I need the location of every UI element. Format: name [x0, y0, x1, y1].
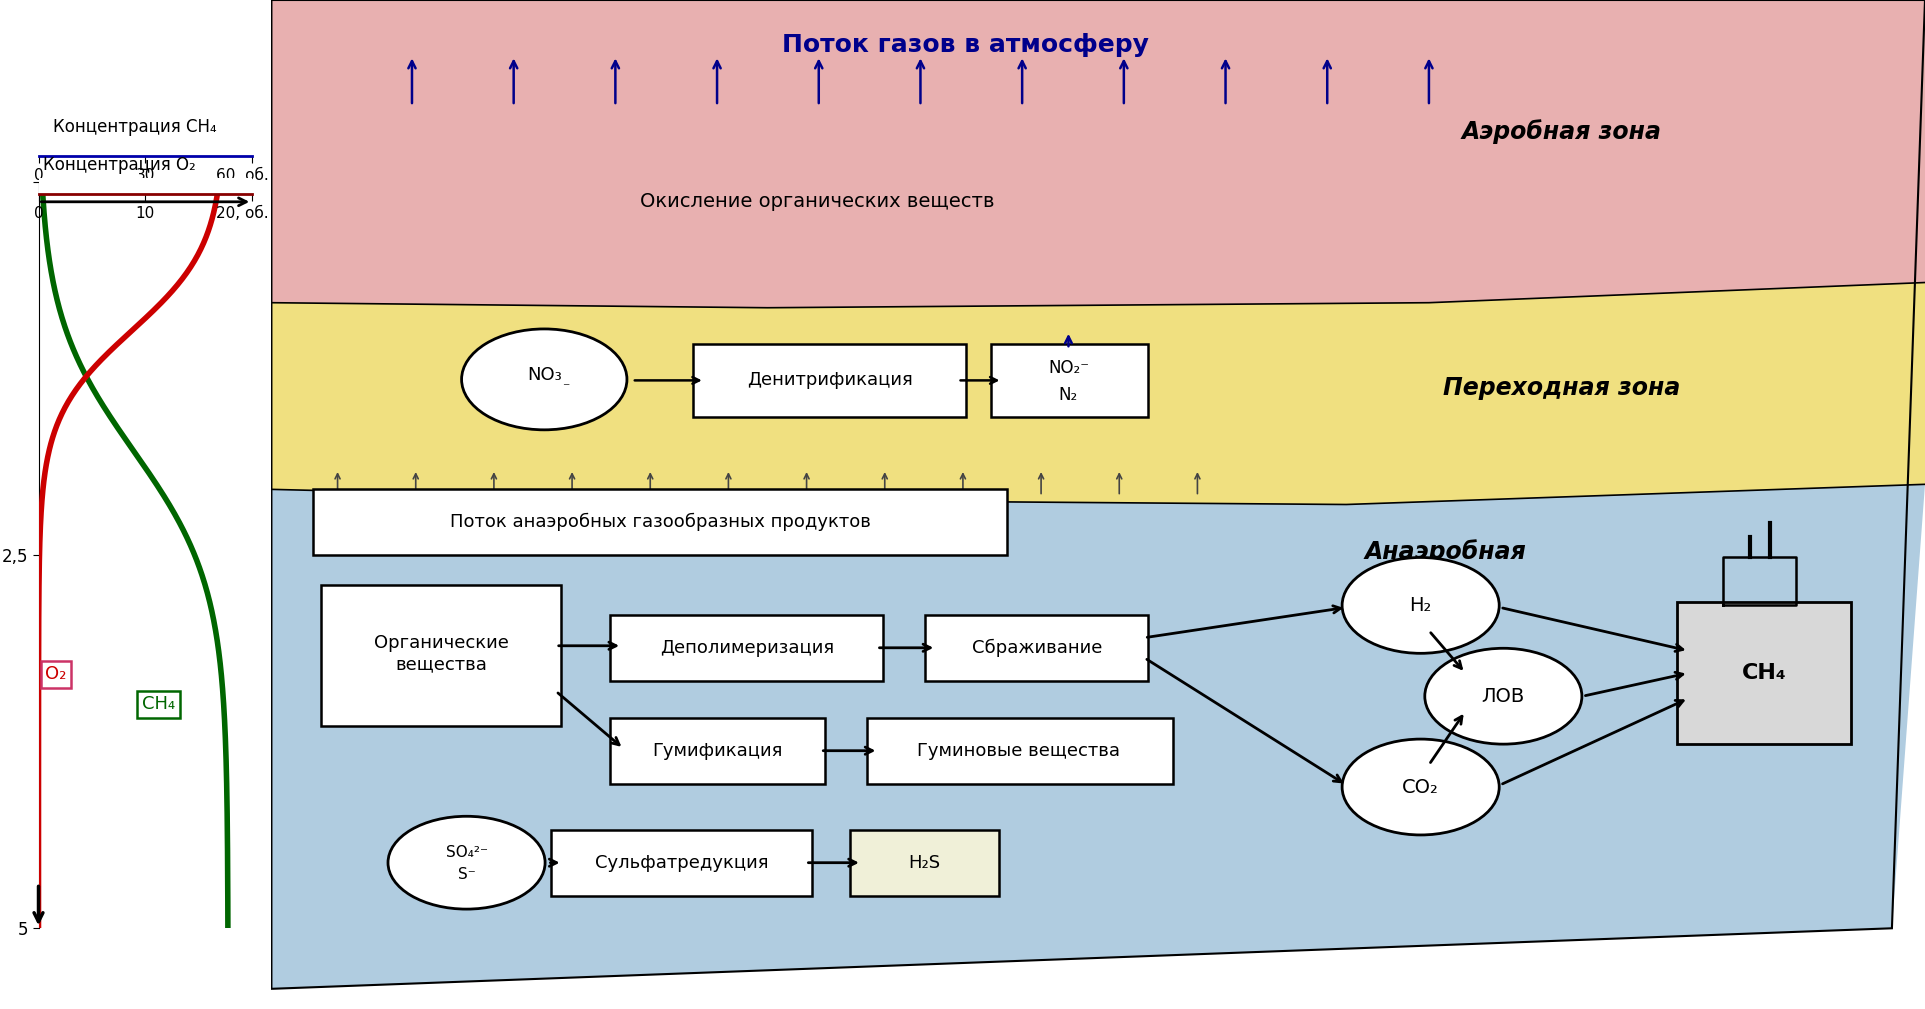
FancyBboxPatch shape [312, 489, 1007, 555]
Text: CO₂: CO₂ [1401, 778, 1440, 796]
FancyBboxPatch shape [610, 615, 884, 681]
Text: Сбраживание: Сбраживание [972, 639, 1103, 657]
Text: SO₄²⁻: SO₄²⁻ [445, 846, 487, 860]
Ellipse shape [389, 816, 545, 909]
Text: CH₄: CH₄ [142, 695, 175, 713]
Text: ЛОВ: ЛОВ [1482, 687, 1525, 705]
Text: Поток газов в атмосферу: Поток газов в атмосферу [782, 33, 1149, 58]
Text: O₂: O₂ [46, 665, 67, 683]
Polygon shape [271, 484, 1925, 989]
Text: Переходная зона: Переходная зона [1442, 376, 1681, 401]
FancyBboxPatch shape [991, 344, 1147, 417]
Text: Окисление органических веществ: Окисление органических веществ [639, 193, 995, 211]
Text: Сульфатредукция: Сульфатредукция [595, 854, 768, 872]
Text: ⁻: ⁻ [562, 381, 570, 396]
Text: Деполимеризация: Деполимеризация [660, 639, 835, 657]
FancyBboxPatch shape [610, 718, 826, 784]
Ellipse shape [1342, 739, 1500, 835]
Text: H₂S: H₂S [909, 854, 941, 872]
FancyBboxPatch shape [1677, 602, 1850, 744]
FancyBboxPatch shape [851, 830, 999, 896]
Text: CH₄: CH₄ [1742, 663, 1786, 683]
Text: Органические
вещества: Органические вещества [373, 635, 510, 673]
FancyBboxPatch shape [693, 344, 966, 417]
FancyBboxPatch shape [866, 718, 1172, 784]
Text: Анаэробная
зона: Анаэробная зона [1365, 539, 1527, 591]
Text: Денитрификация: Денитрификация [747, 371, 912, 389]
Text: Гумификация: Гумификация [653, 742, 783, 760]
Text: S⁻: S⁻ [458, 868, 475, 882]
Ellipse shape [462, 329, 628, 430]
FancyBboxPatch shape [924, 615, 1147, 681]
Text: NO₂⁻: NO₂⁻ [1047, 359, 1090, 377]
Polygon shape [271, 283, 1925, 504]
FancyBboxPatch shape [321, 585, 560, 726]
Polygon shape [271, 0, 1925, 308]
Text: Аэробная зона: Аэробная зона [1461, 119, 1661, 143]
Ellipse shape [1342, 557, 1500, 654]
Text: Концентрация CH₄: Концентрация CH₄ [52, 118, 216, 136]
Text: N₂: N₂ [1059, 385, 1078, 404]
Text: Поток анаэробных газообразных продуктов: Поток анаэробных газообразных продуктов [450, 513, 870, 531]
Text: Гуминовые вещества: Гуминовые вещества [918, 742, 1120, 760]
Text: H₂: H₂ [1409, 596, 1432, 614]
Text: NO₃: NO₃ [527, 366, 562, 384]
FancyBboxPatch shape [551, 830, 812, 896]
Ellipse shape [1424, 648, 1582, 745]
Text: Концентрация O₂: Концентрация O₂ [44, 155, 196, 174]
